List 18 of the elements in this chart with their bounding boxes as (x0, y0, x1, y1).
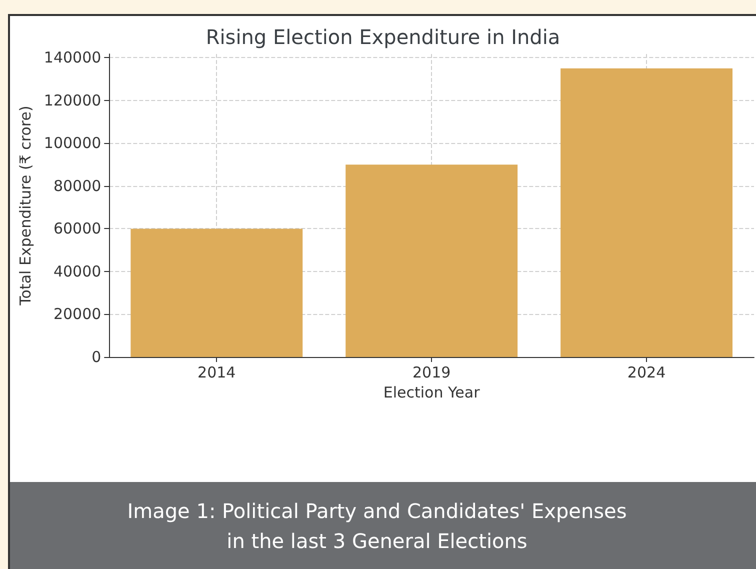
y-tick-label: 140000 (44, 48, 102, 67)
x-axis-title: Election Year (383, 383, 481, 402)
y-tick-label: 80000 (53, 176, 102, 195)
y-tick-label: 40000 (53, 262, 102, 280)
x-tick-label: 2024 (627, 364, 666, 382)
y-tick-label: 120000 (44, 91, 102, 110)
bar (130, 228, 303, 357)
chart-title: Rising Election Expenditure in India (206, 25, 560, 49)
y-tick-label: 100000 (44, 134, 102, 152)
y-tick-label: 20000 (53, 305, 102, 324)
y-axis-title: Total Expenditure (₹ crore) (16, 106, 34, 306)
y-tick-label: 60000 (53, 220, 102, 238)
text: Image 1: Political Party and Candidates' Expenses in the last 3 General Elections (10, 482, 756, 569)
y-tick-label: 0 (92, 348, 102, 366)
bar (346, 164, 518, 357)
x-tick-label: 2014 (198, 364, 236, 382)
bar (560, 68, 733, 357)
x-tick-label: 2019 (412, 364, 451, 382)
